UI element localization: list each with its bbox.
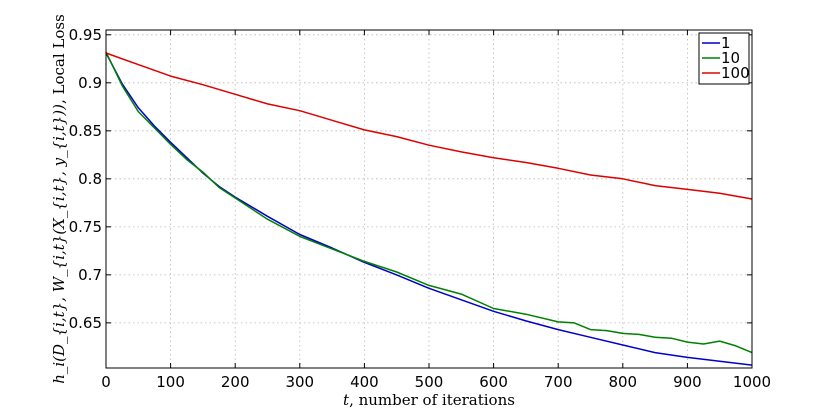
series-lines <box>105 51 753 366</box>
y-tick-label: 0.65 <box>69 314 102 332</box>
y-tick-label: 0.7 <box>78 266 102 284</box>
x-tick-label: 400 <box>350 373 379 391</box>
y-axis-label-math: h_i(D_{i,t}, W_{i,t}(X_{i,t}, y_{i,t})) <box>50 104 68 384</box>
y-tick-label: 0.95 <box>69 26 102 44</box>
x-tick-label: 1000 <box>733 373 771 391</box>
x-tick-label: 100 <box>156 373 185 391</box>
x-axis-label-text: , number of iterations <box>349 391 515 409</box>
x-tick-label: 700 <box>544 373 573 391</box>
legend-label-10: 10 <box>721 49 740 67</box>
x-axis-label-math: t <box>343 391 350 409</box>
y-axis-label: h_i(D_{i,t}, W_{i,t}(X_{i,t}, y_{i,t})),… <box>50 14 68 384</box>
x-tick-label: 300 <box>285 373 314 391</box>
x-tick-label: 200 <box>221 373 250 391</box>
grid-lines <box>106 30 752 368</box>
series-line-1 <box>105 52 753 366</box>
x-tick-label: 0 <box>101 373 111 391</box>
axis-ticks: 0 100 200 300 400 500 600 700 800 900 1000 0.65 0.7 0… <box>69 26 772 391</box>
y-tick-label: 0.8 <box>78 170 102 188</box>
y-tick-label: 0.9 <box>78 74 102 92</box>
x-tick-label: 600 <box>479 373 508 391</box>
legend-label-1: 1 <box>721 34 731 52</box>
x-tick-label: 800 <box>608 373 637 391</box>
y-tick-label: 0.75 <box>69 218 102 236</box>
x-axis-label: t, number of iterations <box>343 391 515 409</box>
y-axis-label-text: , Local Loss <box>50 14 68 104</box>
legend-label-100: 100 <box>721 64 750 82</box>
series-line-10 <box>105 51 753 354</box>
x-tick-label: 900 <box>673 373 702 391</box>
series-line-100 <box>105 52 753 200</box>
x-tick-label: 500 <box>415 373 444 391</box>
y-tick-label: 0.85 <box>69 122 102 140</box>
